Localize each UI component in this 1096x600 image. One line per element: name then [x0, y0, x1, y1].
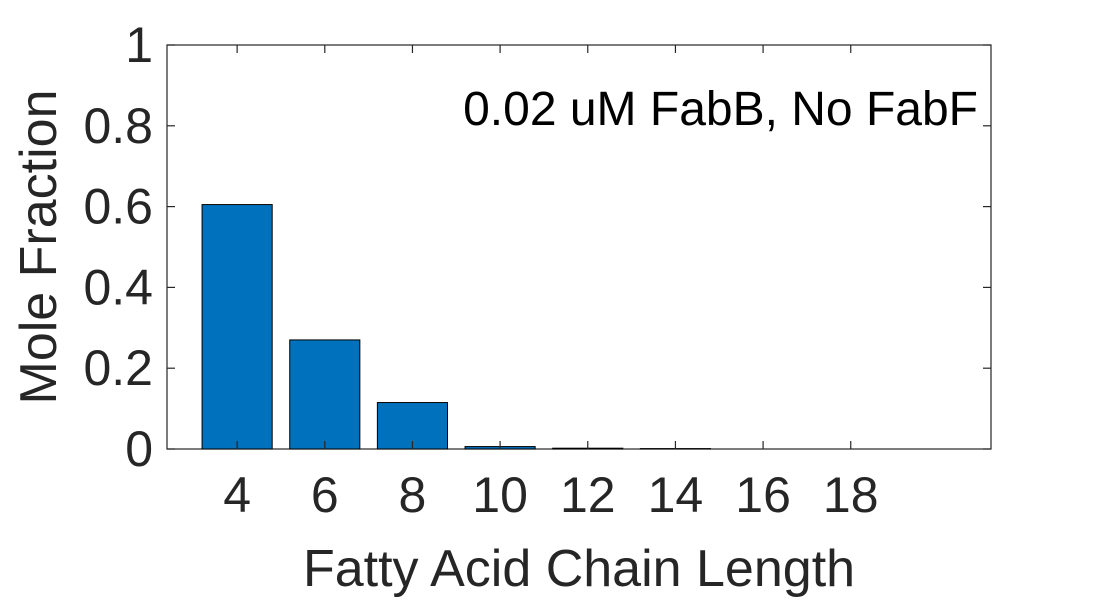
x-tick-label: 12 [560, 467, 616, 523]
y-ticks-group: 0 0.2 0.4 0.6 0.8 1 [83, 17, 991, 477]
bars-group [201, 204, 711, 450]
y-tick-label: 1 [125, 17, 153, 73]
y-axis-label: Mole Fraction [10, 90, 68, 405]
x-tick-label: 4 [223, 467, 251, 523]
y-tick-label: 0.4 [83, 259, 153, 315]
chart-annotation: 0.02 uM FabB, No FabF [463, 83, 978, 136]
x-tick-label: 18 [823, 467, 879, 523]
x-tick-label: 8 [399, 467, 427, 523]
x-ticks-group: 4 6 8 10 12 14 16 18 [223, 45, 879, 523]
bar-4 [201, 204, 273, 450]
x-tick-label: 16 [735, 467, 791, 523]
x-tick-label: 10 [472, 467, 528, 523]
y-tick-label: 0.2 [83, 340, 153, 396]
bar-6 [289, 339, 361, 450]
y-tick-label: 0.6 [83, 179, 153, 235]
y-tick-label: 0 [125, 421, 153, 477]
x-axis-label: Fatty Acid Chain Length [303, 540, 855, 598]
y-tick-label: 0.8 [83, 98, 153, 154]
x-tick-label: 14 [648, 467, 704, 523]
x-tick-label: 6 [311, 467, 339, 523]
